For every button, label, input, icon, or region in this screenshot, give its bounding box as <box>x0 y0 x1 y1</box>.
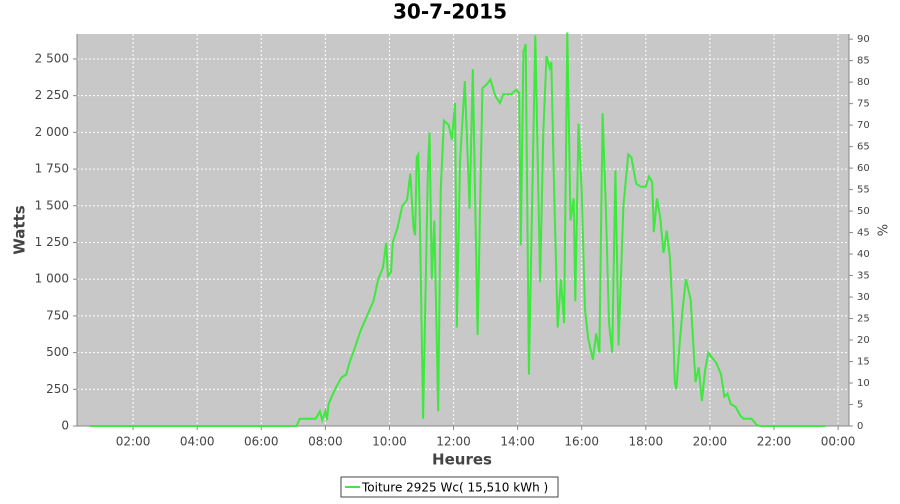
data-line <box>90 32 826 427</box>
y2-tick-label: 25 <box>857 314 870 325</box>
y-tick-label: 2 250 <box>35 88 69 102</box>
y2-tick-label: 85 <box>857 56 870 67</box>
legend-box <box>340 476 559 498</box>
legend-label: Toiture 2925 Wc( 15,510 kWh ) <box>361 481 548 495</box>
x-tick-label: 10:00 <box>372 435 407 449</box>
y2-tick-label: 0 <box>857 421 863 432</box>
y2-tick-label: 90 <box>857 34 870 45</box>
y2-tick-label: 15 <box>857 357 870 368</box>
x-tick-label: 16:00 <box>564 435 599 449</box>
x-tick-label: 00:00 <box>821 435 856 449</box>
y-tick-label: 1 000 <box>35 272 69 286</box>
y-tick-label: 1 750 <box>35 162 69 176</box>
x-axis-label: Heures <box>432 451 492 469</box>
y2-tick-label: 55 <box>857 185 870 196</box>
y2-tick-label: 40 <box>857 249 870 260</box>
y2-tick-label: 80 <box>857 77 870 88</box>
x-tick-label: 20:00 <box>693 435 728 449</box>
y-axis-label: Watts <box>11 205 29 254</box>
x-tick-label: 18:00 <box>629 435 664 449</box>
x-tick-label: 14:00 <box>500 435 535 449</box>
y-tick-label: 2 000 <box>35 125 69 139</box>
y-tick-label: 750 <box>46 308 69 322</box>
y2-tick-label: 70 <box>857 120 870 131</box>
plot-area <box>77 34 849 426</box>
x-tick-label: 12:00 <box>436 435 471 449</box>
y2-tick-label: 60 <box>857 163 870 174</box>
y2-tick-label: 35 <box>857 271 870 282</box>
y2-tick-label: 75 <box>857 99 870 110</box>
y2-tick-label: 65 <box>857 142 870 153</box>
y2-tick-label: 45 <box>857 228 870 239</box>
y-tick-label: 1 250 <box>35 235 69 249</box>
y-tick-label: 2 500 <box>35 51 69 65</box>
y2-tick-label: 30 <box>857 292 870 303</box>
y2-tick-label: 10 <box>857 378 870 389</box>
y2-tick-label: 5 <box>857 400 863 411</box>
y-tick-label: 1 500 <box>35 198 69 212</box>
x-tick-label: 08:00 <box>308 435 343 449</box>
y2-tick-label: 20 <box>857 335 870 346</box>
y-tick-label: 500 <box>46 345 69 359</box>
chart-title: 30-7-2015 <box>393 0 507 24</box>
y2-axis-label: % <box>877 224 892 236</box>
x-tick-label: 06:00 <box>244 435 279 449</box>
x-tick-label: 02:00 <box>116 435 151 449</box>
x-tick-label: 04:00 <box>180 435 215 449</box>
y2-tick-label: 50 <box>857 206 870 217</box>
y-tick-label: 0 <box>61 419 69 433</box>
x-tick-label: 22:00 <box>757 435 792 449</box>
y-tick-label: 250 <box>46 382 69 396</box>
